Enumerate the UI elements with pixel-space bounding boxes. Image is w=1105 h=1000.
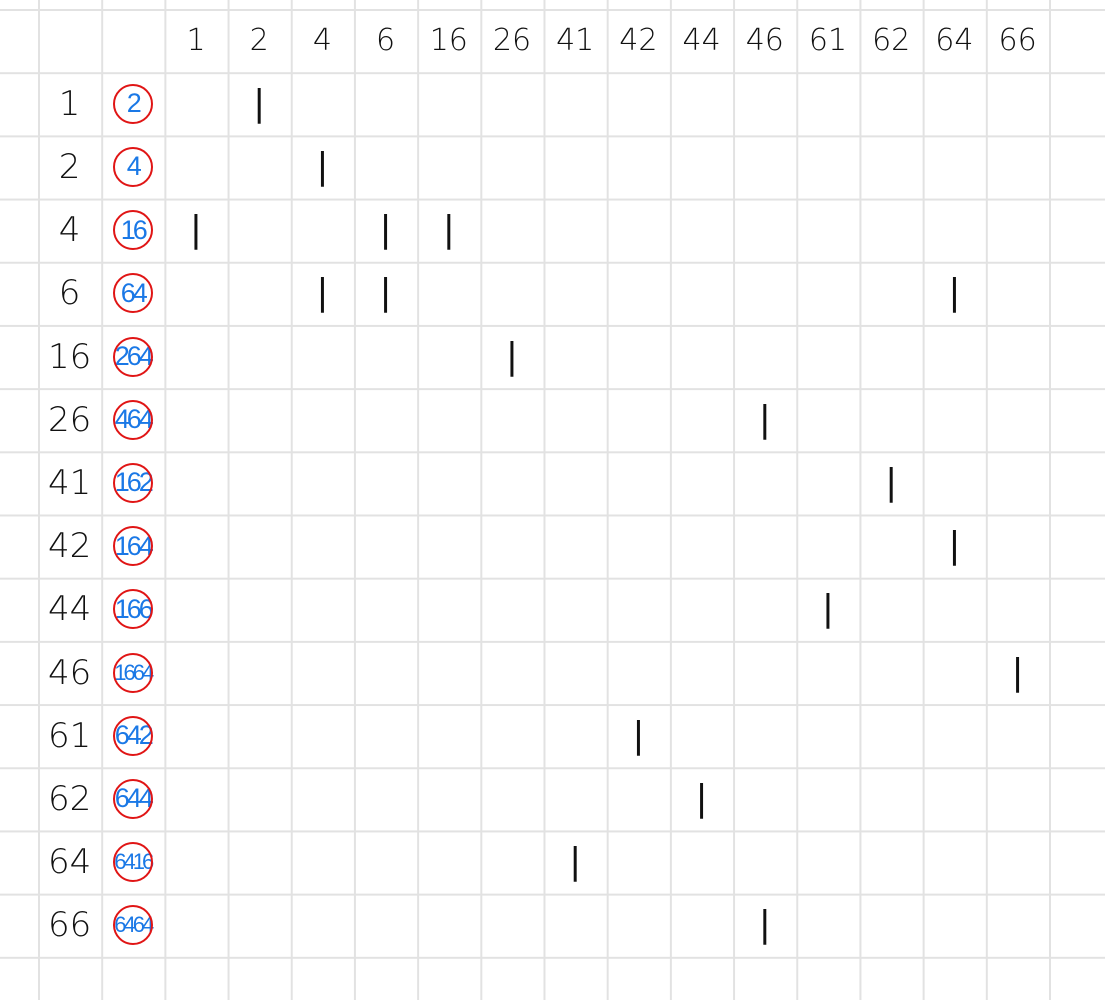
column-header: 66 — [998, 22, 1037, 58]
tally-mark: | — [632, 714, 645, 756]
red-circle — [112, 273, 153, 314]
tally-mark: | — [695, 777, 708, 819]
value-cell: 2 — [101, 72, 164, 135]
tally-mark: | — [379, 209, 392, 251]
tally-mark: | — [316, 272, 329, 314]
red-circle — [112, 399, 153, 440]
row-header: 1 — [58, 83, 81, 124]
row-header: 62 — [47, 778, 92, 819]
column-header: 61 — [808, 22, 848, 58]
red-circle — [112, 336, 153, 377]
tally-mark: | — [758, 398, 771, 440]
row-header: 6 — [58, 273, 81, 314]
tally-mark: | — [569, 841, 582, 883]
row-header: 61 — [47, 715, 92, 756]
row-header: 42 — [47, 526, 92, 567]
column-header: 46 — [745, 22, 784, 58]
red-circle — [112, 905, 153, 946]
red-circle — [112, 526, 153, 567]
row-header: 26 — [47, 399, 92, 440]
column-header: 4 — [312, 22, 332, 58]
value-cell: 264 — [101, 325, 164, 388]
value-cell: 16 — [101, 199, 164, 262]
column-header: 41 — [556, 22, 595, 58]
red-circle — [112, 652, 153, 693]
tally-mark: | — [253, 82, 266, 124]
row-header: 66 — [47, 905, 92, 946]
row-header: 16 — [47, 336, 92, 377]
column-header: 6 — [376, 22, 396, 58]
tally-mark: | — [189, 209, 203, 251]
value-cell: 162 — [101, 451, 164, 514]
row-header: 4 — [58, 210, 81, 251]
value-cell: 1664 — [101, 641, 164, 704]
value-cell: 642 — [101, 704, 164, 767]
value-cell: 64 — [101, 262, 164, 325]
tally-mark: | — [316, 145, 329, 187]
value-cell: 164 — [101, 515, 164, 578]
row-header: 64 — [47, 842, 92, 883]
value-cell: 644 — [101, 767, 164, 830]
row-header: 41 — [47, 462, 92, 503]
red-circle — [112, 210, 153, 251]
red-circle — [112, 462, 153, 503]
value-cell: 166 — [101, 578, 164, 641]
tally-mark: | — [948, 525, 961, 567]
tally-mark: | — [1011, 651, 1024, 693]
value-cell: 464 — [101, 388, 164, 451]
tally-mark: | — [885, 461, 898, 503]
column-header: 64 — [935, 22, 974, 58]
red-circle — [112, 842, 153, 883]
column-header: 16 — [429, 22, 468, 58]
value-cell: 6416 — [101, 831, 164, 894]
red-circle — [112, 83, 153, 124]
column-header: 44 — [682, 22, 721, 58]
value-cell: 6464 — [101, 894, 164, 957]
red-circle — [112, 778, 153, 819]
column-header: 2 — [249, 22, 269, 58]
tally-mark: | — [505, 335, 519, 377]
tally-mark: | — [821, 588, 835, 630]
row-header: 2 — [58, 146, 81, 187]
red-circle — [112, 589, 153, 630]
row-header: 44 — [47, 589, 92, 630]
red-circle — [112, 146, 153, 187]
value-cell: 4 — [101, 135, 164, 198]
column-header: 26 — [492, 22, 532, 58]
tally-mark: | — [758, 904, 771, 946]
tally-mark: | — [442, 209, 455, 251]
tally-mark: | — [379, 272, 392, 314]
row-header: 46 — [47, 652, 92, 693]
column-header: 1 — [186, 22, 206, 58]
red-circle — [112, 715, 153, 756]
column-header: 42 — [619, 22, 658, 58]
tally-mark: | — [948, 272, 961, 314]
column-header: 62 — [872, 22, 911, 58]
